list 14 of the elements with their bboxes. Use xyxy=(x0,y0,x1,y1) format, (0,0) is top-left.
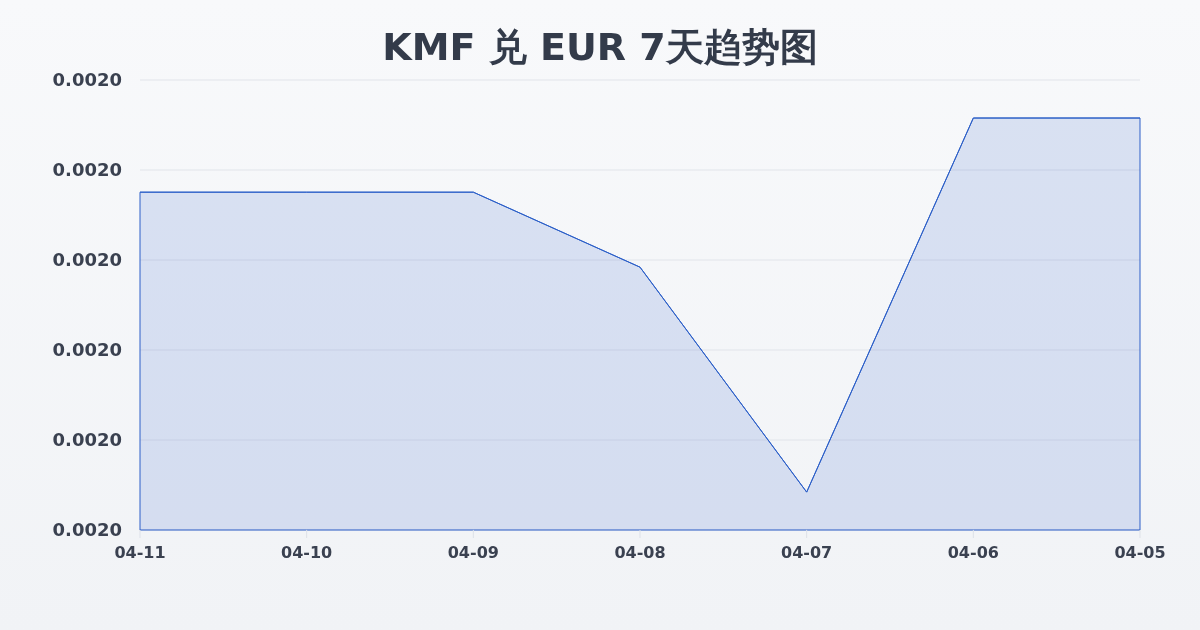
text: 0.0020 xyxy=(52,159,122,181)
text: 0.0020 xyxy=(52,519,122,541)
chart-title: KMF 兑 EUR 7天趋势图 xyxy=(382,25,818,69)
x-tick-label: 04-05 xyxy=(1114,543,1166,562)
text: 0.0020 xyxy=(52,429,122,451)
text: 0.0020 xyxy=(52,249,122,271)
x-tick-label: 04-08 xyxy=(614,543,666,562)
text: 0.0020 xyxy=(52,339,122,361)
x-tick-label: 04-06 xyxy=(947,543,999,562)
x-tick-label: 04-10 xyxy=(281,543,333,562)
x-tick-label: 04-07 xyxy=(781,543,833,562)
x-tick-label: 04-09 xyxy=(447,543,499,562)
text: 0.0020 xyxy=(52,69,122,91)
x-tick-label: 04-11 xyxy=(114,543,166,562)
